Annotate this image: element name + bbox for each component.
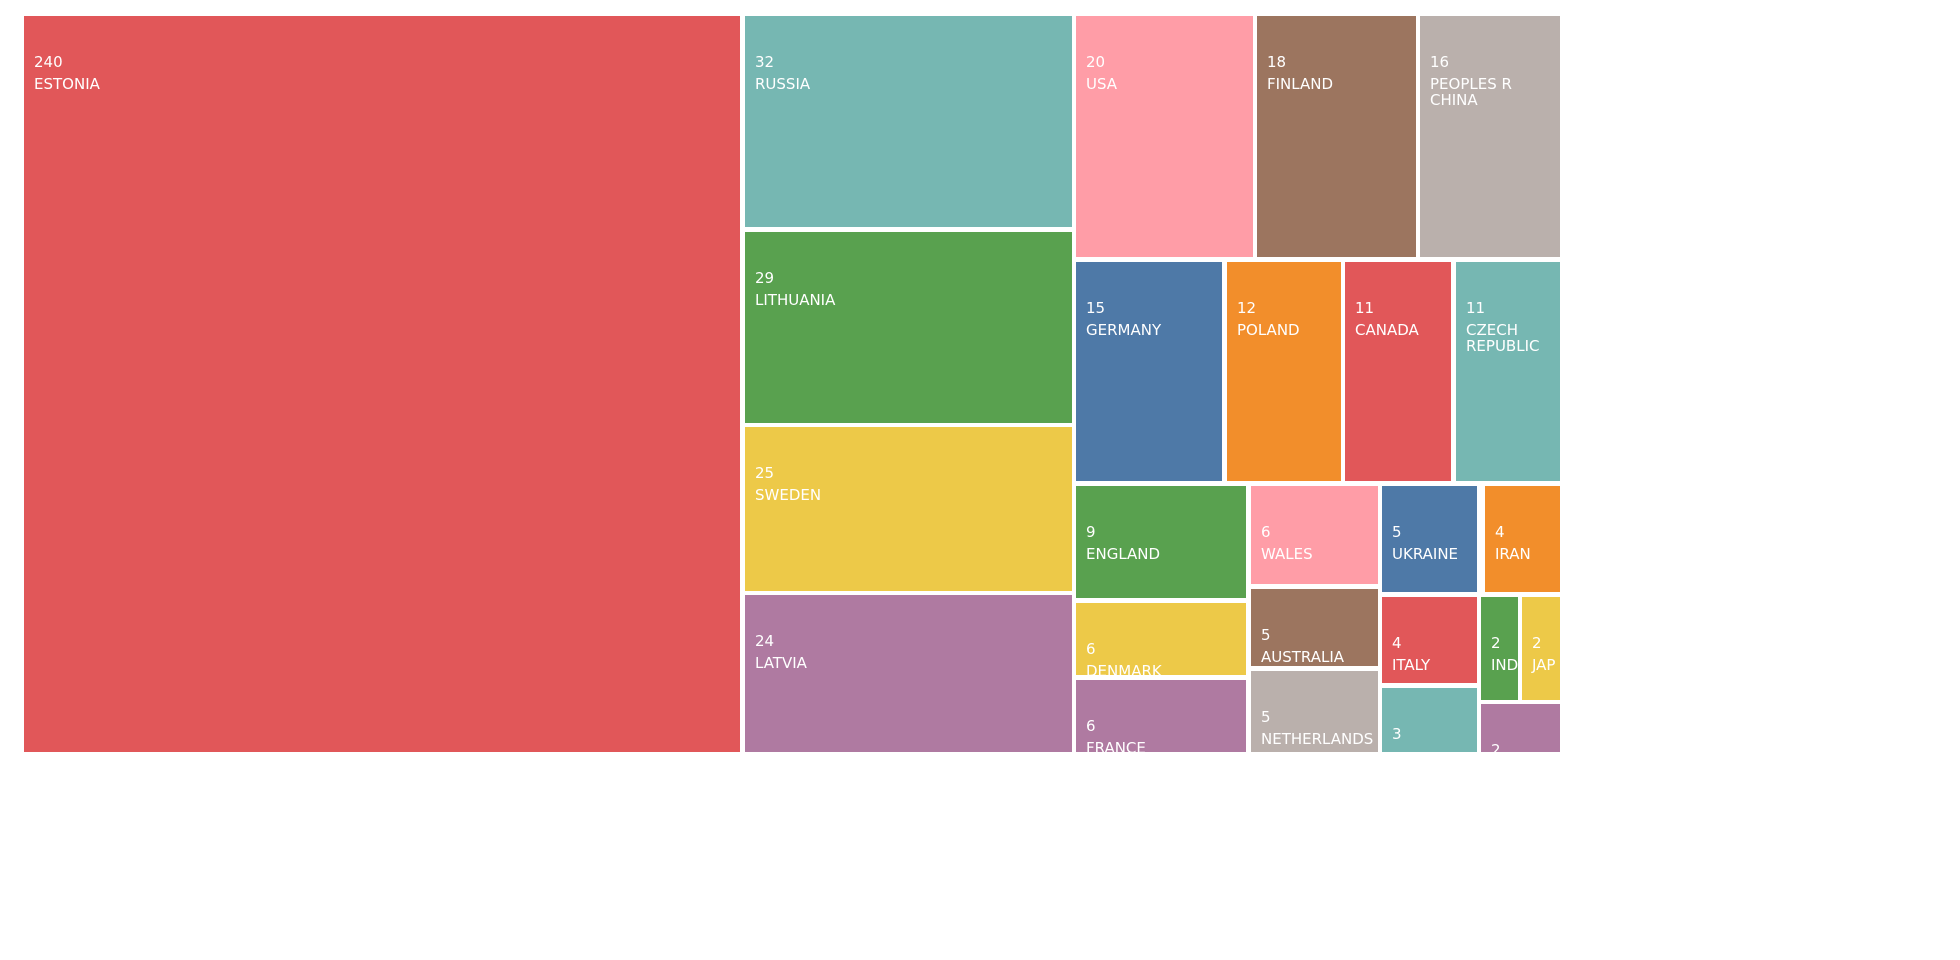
cell-value: 11 — [1466, 299, 1486, 317]
treemap-cell-ind: 2 IND — [1481, 597, 1518, 700]
cell-value: 11 — [1355, 299, 1375, 317]
cell-value: 12 — [1237, 299, 1257, 317]
cell-label: JAP — [1532, 656, 1556, 674]
cell-value: 240 — [34, 53, 63, 71]
cell-value: 5 — [1392, 523, 1402, 541]
cell-value: 6 — [1261, 523, 1271, 541]
cell-label: WALES — [1261, 545, 1313, 563]
treemap-cell-iran: 4 IRAN — [1485, 486, 1560, 592]
cell-value: 6 — [1086, 640, 1096, 658]
treemap-cell-czech-republic: 11 CZECH REPUBLIC — [1456, 262, 1560, 481]
cell-label: FINLAND — [1267, 75, 1334, 93]
treemap-cell-canada: 11 CANADA — [1345, 262, 1451, 481]
cell-value: 6 — [1086, 717, 1096, 735]
cell-label: ITALY — [1392, 656, 1431, 674]
treemap-cell-germany: 15 GERMANY — [1076, 262, 1222, 481]
cell-label: CZECH REPUBLIC — [1466, 321, 1540, 355]
treemap-cell-value-2-24: 2 — [1481, 704, 1560, 752]
cell-label: IND — [1491, 656, 1518, 674]
treemap-cell-estonia: 240 ESTONIA — [24, 16, 740, 752]
cell-label: USA — [1086, 75, 1118, 93]
cell-value: 2 — [1491, 634, 1501, 652]
treemap-cell-sweden: 25 SWEDEN — [745, 427, 1072, 591]
cell-label: UKRAINE — [1392, 545, 1459, 563]
treemap-cell-latvia: 24 LATVIA — [745, 595, 1072, 752]
treemap-cell-italy: 4 ITALY — [1382, 597, 1477, 683]
treemap-cell-england: 9 ENGLAND — [1076, 486, 1246, 598]
cell-label: DENMARK — [1086, 662, 1162, 675]
cell-label: RUSSIA — [755, 75, 811, 93]
treemap-cell-lithuania: 29 LITHUANIA — [745, 232, 1072, 423]
cell-label: NETHERLANDS — [1261, 730, 1374, 748]
treemap-cell-australia: 5 AUSTRALIA — [1251, 589, 1378, 666]
treemap-cell-france: 6 FRANCE — [1076, 680, 1246, 752]
cell-value: 24 — [755, 632, 775, 650]
cell-label: CANADA — [1355, 321, 1419, 339]
cell-value: 25 — [755, 464, 775, 482]
treemap-cell-usa: 20 USA — [1076, 16, 1253, 257]
treemap-cell-russia: 32 RUSSIA — [745, 16, 1072, 227]
cell-value: 5 — [1261, 626, 1271, 644]
cell-value: 2 — [1532, 634, 1542, 652]
treemap-cell-value-3-20: 3 — [1382, 688, 1477, 752]
cell-value: 32 — [755, 53, 775, 71]
cell-value: 2 — [1491, 741, 1501, 753]
cell-value: 5 — [1261, 708, 1271, 726]
cell-value: 15 — [1086, 299, 1106, 317]
cell-value: 3 — [1392, 725, 1402, 743]
cell-label: AUSTRALIA — [1261, 648, 1345, 666]
cell-value: 20 — [1086, 53, 1106, 71]
cell-value: 4 — [1392, 634, 1402, 652]
cell-value: 9 — [1086, 523, 1096, 541]
treemap-cell-wales: 6 WALES — [1251, 486, 1378, 584]
cell-label: IRAN — [1495, 545, 1531, 563]
cell-label: ESTONIA — [34, 75, 100, 93]
cell-label: FRANCE — [1086, 739, 1146, 752]
cell-label: LATVIA — [755, 654, 807, 672]
treemap-chart: 240 ESTONIA 32 RUSSIA 29 LITHUANIA 25 SWEDEN 24 L… — [24, 16, 1560, 752]
cell-value: 16 — [1430, 53, 1450, 71]
treemap-cell-denmark: 6 DENMARK — [1076, 603, 1246, 675]
treemap-cell-netherlands: 5 NETHERLANDS — [1251, 671, 1378, 752]
cell-value: 18 — [1267, 53, 1287, 71]
treemap-cell-poland: 12 POLAND — [1227, 262, 1341, 481]
cell-label: POLAND — [1237, 321, 1300, 339]
treemap-cell-jap: 2 JAP — [1522, 597, 1560, 700]
cell-label: ENGLAND — [1086, 545, 1161, 563]
cell-value: 4 — [1495, 523, 1505, 541]
cell-label: LITHUANIA — [755, 291, 836, 309]
cell-value: 29 — [755, 269, 775, 287]
cell-label: PEOPLES R CHINA — [1430, 75, 1512, 109]
treemap-cell-ukraine: 5 UKRAINE — [1382, 486, 1477, 592]
cell-label: GERMANY — [1086, 321, 1162, 339]
treemap-cell-peoples-r-china: 16 PEOPLES R CHINA — [1420, 16, 1560, 257]
cell-label: SWEDEN — [755, 486, 822, 504]
treemap-cell-finland: 18 FINLAND — [1257, 16, 1416, 257]
